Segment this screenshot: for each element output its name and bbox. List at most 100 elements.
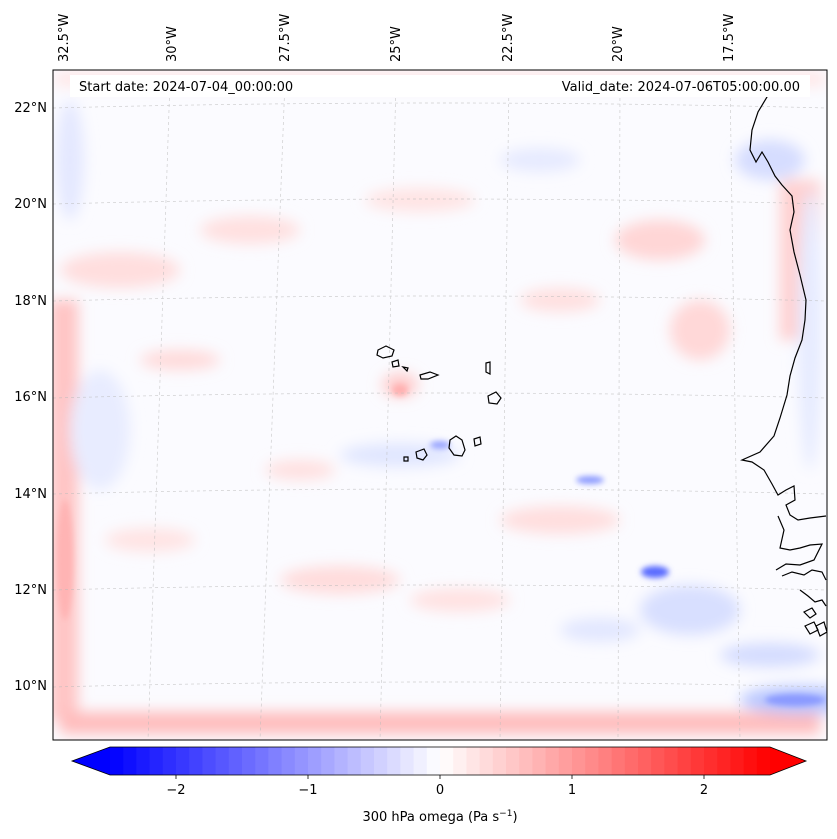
lon-label: 17.5°W [722,14,737,62]
colorbar-cell [624,747,639,775]
colorbar-cell [228,747,243,775]
lon-label: 20°W [611,26,626,62]
colorbar-cell [717,747,731,775]
island-boa-vista [487,391,502,405]
colorbar-cell [479,747,494,775]
colorbar-cell [572,747,586,775]
meridian-32-5w [46,80,52,740]
colorbar-cell [255,747,269,775]
meridian-20w [617,79,621,740]
meridian-22-5w [499,79,510,740]
colorbar: −2 −1 0 1 2 300 hPa omega (Pa s−1) [70,746,808,825]
colorbar-cell [506,747,520,775]
lat-label: 18°N [14,294,47,309]
colorbar-cell [611,747,626,775]
colorbar-cell [519,747,533,775]
colorbar-cell [730,747,745,775]
meridian-27-5w [259,79,286,740]
colorbar-cell [426,747,441,775]
colorbar-cell [413,747,428,775]
parallel-18n [53,295,827,302]
lat-label: 10°N [14,679,47,694]
colorbar-cell [202,747,217,775]
colorbar-cell [677,747,692,775]
map-panel [46,70,827,740]
parallel-12n [53,584,827,591]
colorbar-cell [532,747,547,775]
island-santiago [448,435,466,457]
meridian-17-5w [729,79,741,740]
graticule [46,79,827,740]
lon-label: 22.5°W [501,14,516,62]
coast-guinea-bissau [781,569,827,581]
island-maio [473,436,482,447]
colorbar-ticks: −2 −1 0 1 2 [166,775,708,798]
colorbar-tick-label: 0 [436,783,444,798]
latitude-labels: 22°N 20°N 18°N 16°N 14°N 12°N 10°N [14,101,47,694]
colorbar-cell [294,747,309,775]
colorbar-cell [149,747,164,775]
omega-positive-south-band [60,712,820,734]
colorbar-cell [756,747,771,775]
parallel-16n [53,392,827,399]
colorbar-cell [466,747,481,775]
colorbar-cell [638,747,652,775]
colorbar-cell [110,747,124,775]
colorbar-tick-label: 2 [700,783,708,798]
colorbar-cell [492,747,507,775]
colorbar-cell [136,747,151,775]
lat-label: 16°N [14,390,47,405]
colorbar-cell [664,747,679,775]
island-sao-vicente [391,359,400,368]
lat-label: 14°N [14,487,47,502]
colorbar-cell [545,747,560,775]
map-frame [52,69,828,741]
meridian-30w [147,79,171,740]
colorbar-cell [651,747,665,775]
colorbar-cell [215,747,230,775]
lat-label: 22°N [14,101,47,116]
parallel-14n [53,488,827,495]
colorbar-cell [347,747,362,775]
coast-sahara-senegal [740,81,827,521]
colorbar-cell [360,747,375,775]
island-santo-antao [376,345,395,359]
parallel-20n [53,198,827,205]
colorbar-cell [281,747,296,775]
colorbar-max-extend [770,747,806,775]
colorbar-cell [176,747,190,775]
colorbar-tick-label: −2 [166,783,185,798]
colorbar-cell [321,747,335,775]
island-fogo [415,448,428,461]
colorbar-tick-label: 1 [568,783,576,798]
lon-label: 30°W [165,26,180,62]
parallel-22n [53,102,827,109]
colorbar-cell [308,747,322,775]
coast-gambia [775,515,824,571]
colorbar-cell [704,747,718,775]
colorbar-cell [585,747,599,775]
colorbar-cell [453,747,467,775]
meridian-25w [379,79,397,740]
colorbar-cell [387,747,401,775]
colorbar-cell [268,747,283,775]
island-brava [403,456,409,462]
colorbar-cell [162,747,177,775]
map-background [53,70,827,740]
colorbar-cells [110,747,771,775]
coast-bijagos-1 [802,607,817,619]
lat-label: 12°N [14,583,47,598]
lon-label: 32.5°W [57,14,72,62]
lon-label: 27.5°W [278,14,293,62]
coast-guinea-a [799,589,827,607]
colorbar-cell [334,747,349,775]
colorbar-outline [70,746,808,776]
colorbar-min-extend [72,747,110,775]
omega-field [53,72,827,734]
cape-verde-islands [376,345,502,462]
longitude-labels: 32.5°W 30°W 27.5°W 25°W 22.5°W 20°W 17.5… [57,14,737,62]
island-sao-nicolau [419,371,440,380]
colorbar-cell [440,747,454,775]
coast-guinea-b [815,621,827,637]
